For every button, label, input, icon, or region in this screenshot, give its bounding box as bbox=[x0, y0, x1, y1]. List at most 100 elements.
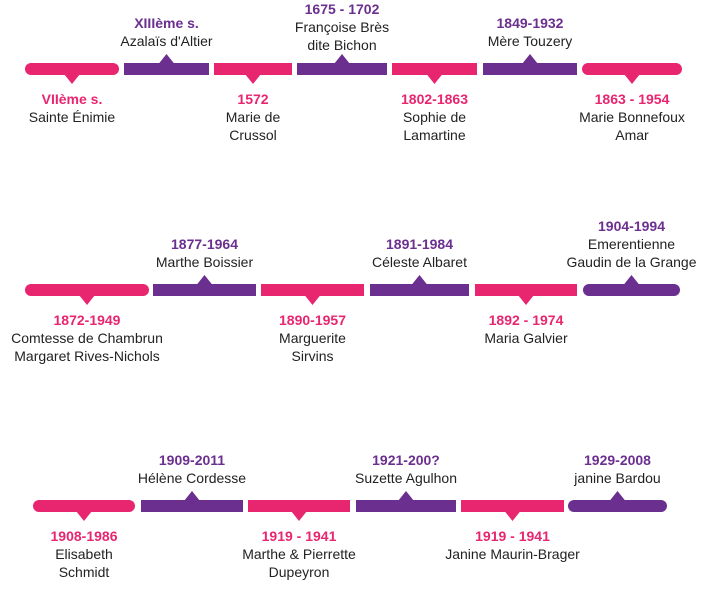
timeline-pointer bbox=[609, 491, 626, 501]
timeline-pointer bbox=[504, 511, 521, 521]
event-name-line: Maria Galvier bbox=[484, 330, 568, 346]
timeline-pointer bbox=[334, 54, 350, 64]
event-label: 1877-1964 Marthe Boissier bbox=[156, 235, 253, 271]
event-label: 1863 - 1954 Marie Bonnefoux Amar bbox=[579, 90, 685, 144]
timeline-segment bbox=[25, 284, 149, 305]
event-name: Marie Bonnefoux Amar bbox=[579, 108, 685, 144]
event-date: 1675 - 1702 bbox=[304, 1, 380, 17]
timeline-bar bbox=[475, 284, 577, 296]
event-name: janine Bardou bbox=[574, 469, 660, 487]
timeline-segment bbox=[248, 500, 350, 521]
timeline-segment bbox=[25, 63, 119, 84]
event-name: Sainte Énimie bbox=[29, 108, 115, 126]
timeline-segment bbox=[568, 491, 667, 512]
timeline-pointer bbox=[245, 74, 261, 84]
event-name-line: janine Bardou bbox=[574, 470, 661, 486]
timeline-pointer bbox=[158, 54, 175, 64]
event-date: 1872-1949 bbox=[53, 312, 121, 328]
event-name: Azalaïs d'Altier bbox=[120, 32, 212, 50]
timeline-pointer bbox=[518, 295, 534, 305]
event-date: 1904-1994 bbox=[598, 218, 665, 234]
event-name-line: Sirvins bbox=[291, 348, 334, 364]
event-date: 1892 - 1974 bbox=[488, 312, 564, 328]
event-date: 1849-1932 bbox=[496, 15, 564, 31]
timeline-bar bbox=[153, 284, 256, 296]
event-name-line: Comtesse de Chambrun bbox=[11, 330, 163, 346]
timeline-bar bbox=[33, 500, 135, 512]
event-name-line: Janine Maurin-Brager bbox=[445, 546, 580, 562]
event-name: Marie de Crussol bbox=[226, 108, 280, 144]
timeline-bar bbox=[568, 500, 667, 512]
event-name-line: Gaudin de la Grange bbox=[566, 254, 697, 270]
timeline-segment bbox=[214, 63, 292, 84]
timeline-bar bbox=[25, 63, 119, 75]
event-name-line: Dupeyron bbox=[268, 564, 330, 580]
event-label: 1675 - 1702 Françoise Brès dite Bichon bbox=[295, 0, 389, 54]
timeline-bar bbox=[141, 500, 243, 512]
timeline-segment bbox=[583, 275, 680, 296]
timeline-segment bbox=[153, 275, 256, 296]
event-date: 1921-200? bbox=[372, 452, 440, 468]
event-label: 1802-1863 Sophie de Lamartine bbox=[401, 90, 468, 144]
timeline-segment bbox=[356, 491, 456, 512]
timeline-bar bbox=[370, 284, 469, 296]
event-label: XIIIème s. Azalaïs d'Altier bbox=[120, 14, 212, 50]
timeline-bar bbox=[582, 63, 682, 75]
timeline-pointer bbox=[624, 74, 640, 84]
event-label: 1890-1957 Marguerite Sirvins bbox=[279, 311, 346, 365]
event-name-line: Mère Touzery bbox=[487, 33, 573, 49]
timeline-bar bbox=[356, 500, 456, 512]
event-label: 1904-1994 Emerentienne Gaudin de la Grange bbox=[567, 217, 697, 271]
timeline-bar bbox=[583, 284, 680, 296]
timeline-segment bbox=[297, 54, 387, 75]
event-name: Françoise Brès dite Bichon bbox=[295, 18, 389, 54]
event-name-line: Amar bbox=[615, 127, 649, 143]
event-name: Comtesse de Chambrun Margaret Rives-Nicho… bbox=[11, 329, 163, 365]
timeline-pointer bbox=[184, 491, 200, 501]
timeline-bar bbox=[214, 63, 292, 75]
event-name-line: Marie de bbox=[225, 109, 281, 125]
timeline-pointer bbox=[522, 54, 538, 64]
timeline-pointer bbox=[398, 491, 414, 501]
event-date: 1919 - 1941 bbox=[475, 528, 550, 544]
timeline-segment bbox=[141, 491, 243, 512]
event-name-line: Céleste Albaret bbox=[372, 254, 467, 270]
timeline-pointer bbox=[76, 511, 92, 521]
event-label: 1929-2008 janine Bardou bbox=[574, 451, 660, 487]
timeline-segment bbox=[261, 284, 364, 305]
event-label: 1908-1986 Elisabeth Schmidt bbox=[51, 527, 118, 581]
timeline-pointer bbox=[79, 295, 95, 305]
event-name-line: Marguerite bbox=[279, 330, 346, 346]
event-name-line: Lamartine bbox=[403, 127, 466, 143]
event-date: XIIIème s. bbox=[134, 15, 199, 31]
event-label: 1572 Marie de Crussol bbox=[226, 90, 280, 144]
event-label: 1849-1932 Mère Touzery bbox=[488, 14, 573, 50]
event-name: Marthe Boissier bbox=[156, 253, 253, 271]
timeline-segment bbox=[124, 54, 209, 75]
timeline-segment bbox=[461, 500, 564, 521]
event-date: 1908-1986 bbox=[50, 528, 118, 544]
event-name-line: Crussol bbox=[229, 127, 277, 143]
event-name: Suzette Agulhon bbox=[355, 469, 457, 487]
timeline-pointer bbox=[623, 275, 640, 285]
event-name: Mère Touzery bbox=[488, 32, 573, 50]
event-name: Emerentienne Gaudin de la Grange bbox=[567, 235, 697, 271]
event-name: Hélène Cordesse bbox=[138, 469, 246, 487]
timeline-bar bbox=[261, 284, 364, 296]
event-label: 1892 - 1974 Maria Galvier bbox=[484, 311, 567, 347]
event-label: 1921-200? Suzette Agulhon bbox=[355, 451, 457, 487]
event-name-line: Emerentienne bbox=[587, 236, 676, 252]
event-name-line: Elisabeth bbox=[55, 546, 113, 562]
event-date: VIIème s. bbox=[41, 91, 103, 107]
event-date: 1891-1984 bbox=[386, 236, 453, 252]
event-date: 1863 - 1954 bbox=[594, 91, 670, 107]
event-name: Marthe & Pierrette Dupeyron bbox=[242, 545, 356, 581]
event-date: 1929-2008 bbox=[584, 452, 651, 468]
event-label: 1919 - 1941 Janine Maurin-Brager bbox=[445, 527, 580, 563]
timeline-bar bbox=[297, 63, 387, 75]
event-label: 1909-2011 Hélène Cordesse bbox=[138, 451, 246, 487]
event-name-line: Margaret Rives-Nichols bbox=[14, 348, 160, 364]
event-date: 1890-1957 bbox=[279, 312, 346, 328]
event-name-line: dite Bichon bbox=[307, 37, 377, 53]
